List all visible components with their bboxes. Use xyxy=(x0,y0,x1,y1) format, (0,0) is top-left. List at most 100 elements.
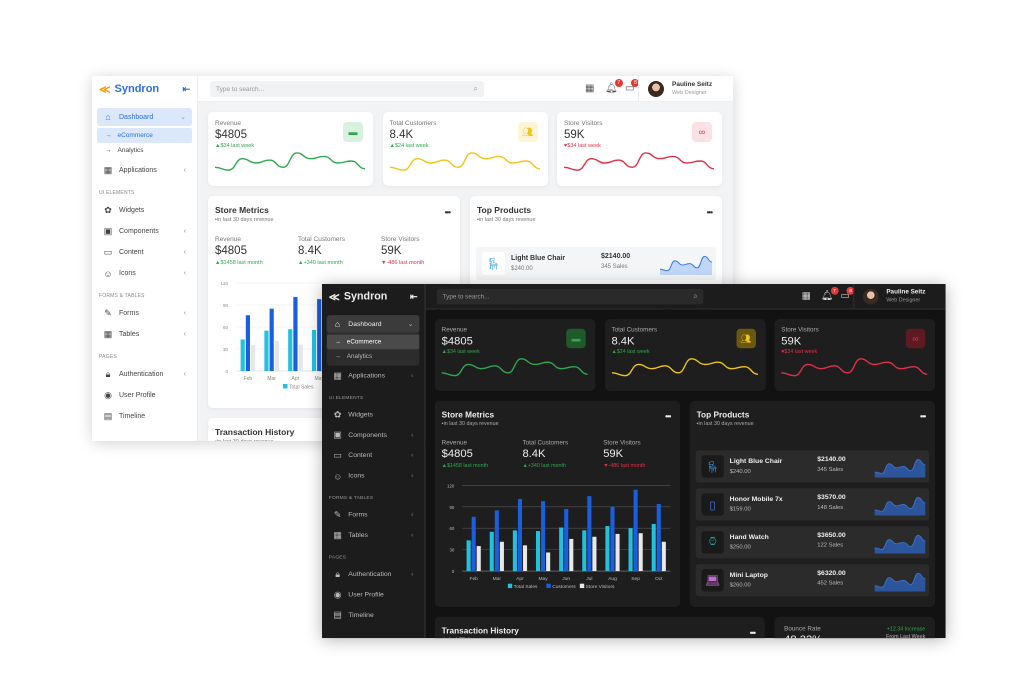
sidebar-collapse-icon[interactable]: ⇤ xyxy=(410,291,418,302)
sidebar-item-tables[interactable]: ▦ Tables ‹ xyxy=(97,324,192,345)
more-options-button[interactable]: ••• xyxy=(919,412,926,422)
calendar-icon: ▪ xyxy=(477,217,479,223)
sidebar-item-tables[interactable]: ▦ Tables ‹ xyxy=(327,525,419,545)
legend-swatch xyxy=(283,384,288,389)
user-name[interactable]: Pauline Seitz xyxy=(672,81,713,88)
more-options-button[interactable]: ••• xyxy=(665,412,671,422)
main-content: Revenue $4805 ▲$34 last week ▬ Total Cus… xyxy=(425,309,946,639)
subtitle-text: in last 30 days revenue xyxy=(217,439,274,441)
sparkline xyxy=(563,152,715,171)
product-list-item[interactable]: 💻︎ Mini Laptop $260.00 $6320.00 452 Sale… xyxy=(695,564,930,597)
x-tick-label: Jul xyxy=(586,576,592,582)
sidebar-item-dashboard[interactable]: ⌂ Dashboard ⌄ xyxy=(326,315,420,333)
sidebar-item-label: Components xyxy=(348,431,387,439)
bar-store-visitors xyxy=(298,344,303,371)
sidebar-item-label: Dashboard xyxy=(119,113,154,121)
avatar[interactable] xyxy=(648,81,664,97)
sidebar-item-timeline[interactable]: ▤ Timeline xyxy=(97,406,192,427)
components-icon: ▣ xyxy=(103,226,113,236)
sidebar-nav: ⌂ Dashboard ⌄ → eCommerce → Analytics ▦ Applicat… xyxy=(322,309,424,625)
product-list-item[interactable]: 🪑︎ Light Blue Chair $240.00 $2140.00 345… xyxy=(476,247,716,280)
subtitle-text: in last 30 days revenue xyxy=(443,421,499,428)
product-list-item[interactable]: ▯ Honor Mobile 7x $159.00 $3570.00 148 S… xyxy=(695,488,930,521)
brand-logo[interactable]: ≪ Syndron ⇤ xyxy=(92,76,197,102)
chevron-left-icon: ‹ xyxy=(411,511,414,519)
sidebar-item-authentication[interactable]: 🔒︎ Authentication ‹ xyxy=(327,564,419,584)
home-icon: ⌂ xyxy=(334,319,341,329)
search-icon[interactable]: ⌕ xyxy=(693,291,698,301)
sidebar-item-widgets[interactable]: ✿ Widgets xyxy=(327,405,419,425)
sidebar-item-user-profile[interactable]: ◉ User Profile xyxy=(97,385,192,406)
sidebar-item-icons[interactable]: ☺ Icons ‹ xyxy=(327,466,419,486)
apps-grid-icon[interactable]: ▦ xyxy=(801,290,811,302)
sidebar-item-label: Forms xyxy=(348,511,368,519)
sidebar-item-content[interactable]: ▭ Content ‹ xyxy=(327,446,419,466)
metric-change: +340 last month xyxy=(303,260,343,266)
x-tick-label: Mar xyxy=(267,376,276,382)
search-input[interactable]: Type to search... ⌕ xyxy=(436,288,704,305)
chat-icon[interactable]: ▭ 8 xyxy=(841,286,855,302)
sidebar-subitem-analytics[interactable]: → Analytics xyxy=(327,349,419,364)
sidebar-item-user-profile[interactable]: ◉ User Profile xyxy=(327,585,419,605)
search-input[interactable]: Type to search... ⌕ xyxy=(210,81,484,97)
sidebar-item-components[interactable]: ▣ Components ‹ xyxy=(97,221,192,242)
sidebar-item-components[interactable]: ▣ Components ‹ xyxy=(327,425,419,445)
sidebar-item-icons[interactable]: ☺ Icons ‹ xyxy=(97,263,192,284)
more-options-button[interactable]: ••• xyxy=(444,208,451,217)
y-tick-label: 30 xyxy=(223,347,229,352)
bar-store-visitors xyxy=(661,541,666,572)
apps-grid-icon[interactable]: ▦ xyxy=(585,83,595,94)
product-sales: 345 Sales xyxy=(817,466,844,473)
sidebar-item-authentication[interactable]: 🔒︎ Authentication ‹ xyxy=(97,364,192,385)
stat-card-store-visitors: Store Visitors 59K ♥$34 last week ∞ xyxy=(557,112,722,186)
bar-customers xyxy=(656,503,661,572)
sidebar-item-content[interactable]: ▭ Content ‹ xyxy=(97,242,192,263)
triangle-down-icon: ▼ xyxy=(603,463,609,469)
stat-label: Total Customers xyxy=(389,120,437,127)
bar-customers xyxy=(517,498,522,572)
legend-label: Store Visitors xyxy=(586,584,615,590)
more-options-button[interactable]: ••• xyxy=(706,208,713,217)
bar-store-visitors xyxy=(274,340,279,371)
chair-icon: 🪑︎ xyxy=(701,455,724,478)
chat-icon[interactable]: ▭ 8 xyxy=(625,79,640,94)
sidebar-item-applications[interactable]: ▦ Applications ‹ xyxy=(327,366,419,386)
y-tick-label: 120 xyxy=(447,483,455,488)
content-icon: ▭ xyxy=(333,450,342,461)
user-name[interactable]: Pauline Seitz xyxy=(886,288,926,296)
brand-logo[interactable]: ≪ Syndron ⇤ xyxy=(322,284,424,309)
sidebar-item-applications[interactable]: ▦ Applications ‹ xyxy=(97,160,192,181)
sidebar-item-widgets[interactable]: ✿ Widgets xyxy=(97,200,192,221)
components-icon: ▣ xyxy=(333,429,342,440)
sidebar-nav: ⌂ Dashboard ⌄ → eCommerce → Analytics ▦ Applicat… xyxy=(92,102,197,427)
sidebar-subitem-label: eCommerce xyxy=(346,338,382,346)
avatar[interactable] xyxy=(862,288,879,305)
store-metrics-card: Store Metrics ▪in last 30 days revenue •… xyxy=(434,400,681,608)
card-subtitle: ▪in last 30 days revenue xyxy=(215,439,274,441)
sidebar-subitem-ecommerce[interactable]: → eCommerce xyxy=(97,128,192,143)
sidebar-subitem-analytics[interactable]: → Analytics xyxy=(97,143,192,158)
bell-icon[interactable]: 🔔︎ 7 xyxy=(821,286,839,302)
sidebar-item-forms[interactable]: ✎ Forms ‹ xyxy=(327,505,419,525)
bounce-rate-period: From Last Week xyxy=(886,634,926,639)
top-bar: Type to search... ⌕ ▦ 🔔︎ 7 ▭ 8 Pauline Seit… xyxy=(425,284,946,310)
product-list-item[interactable]: 🪑︎ Light Blue Chair $240.00 $2140.00 345… xyxy=(695,450,930,483)
product-list-item[interactable]: ⌚︎ Hand Watch $250.00 $3650.00 122 Sales xyxy=(695,526,930,559)
bell-icon[interactable]: 🔔︎ 7 xyxy=(605,79,623,94)
bar-total-sales xyxy=(466,540,471,572)
stat-label: Revenue xyxy=(215,120,242,127)
sidebar-item-dashboard[interactable]: ⌂ Dashboard ⌄ xyxy=(97,108,192,126)
sidebar-subitem-label: eCommerce xyxy=(117,132,153,139)
metric-change: +340 last month xyxy=(527,463,566,469)
search-icon[interactable]: ⌕ xyxy=(473,84,478,93)
sidebar-collapse-icon[interactable]: ⇤ xyxy=(182,83,190,94)
sidebar-item-forms[interactable]: ✎ Forms ‹ xyxy=(97,303,192,324)
sidebar-subitem-ecommerce[interactable]: → eCommerce xyxy=(326,334,420,350)
metric-label: Total Customers xyxy=(522,439,569,447)
sidebar-item-timeline[interactable]: ▤ Timeline xyxy=(327,605,419,625)
heart-down-icon: ♥ xyxy=(564,143,568,149)
more-options-button[interactable]: ••• xyxy=(749,628,756,638)
forms-icon: ✎ xyxy=(104,308,112,318)
user-icon: ◉ xyxy=(104,390,112,400)
home-icon: ⌂ xyxy=(105,112,111,122)
